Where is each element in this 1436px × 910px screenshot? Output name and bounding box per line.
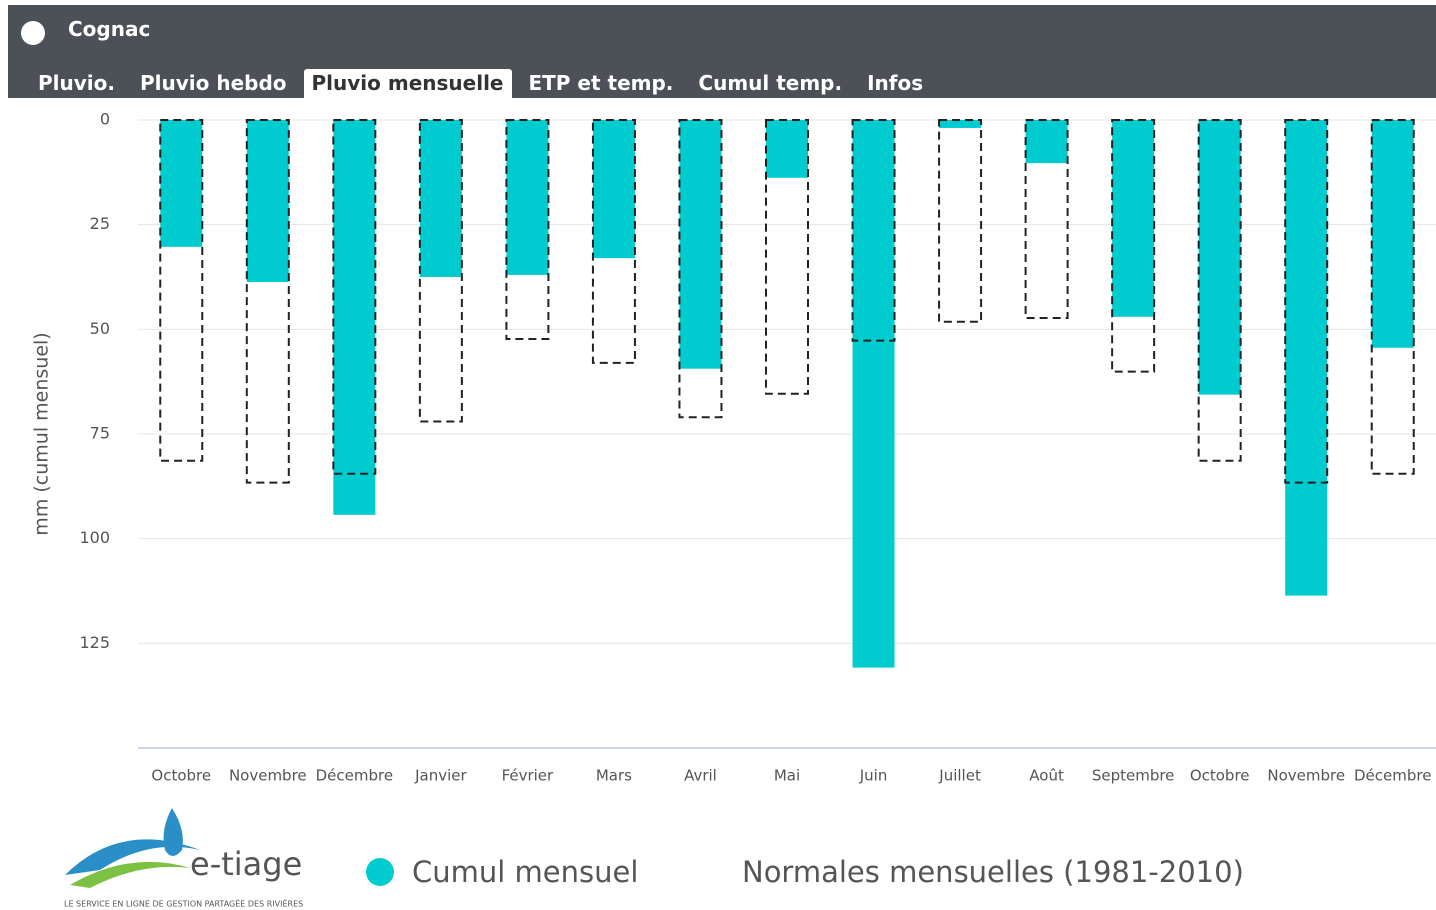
bar bbox=[851, 119, 896, 342]
logo-tagline: LE SERVICE EN LIGNE DE GESTION PARTAGÉE … bbox=[64, 898, 303, 909]
x-tick-label: Octobre bbox=[151, 767, 211, 785]
y-tick-label: 25 bbox=[90, 214, 110, 233]
bar bbox=[1285, 120, 1328, 596]
x-tick-label: Juin bbox=[859, 767, 888, 785]
tab[interactable]: Pluvio mensuelle bbox=[303, 69, 512, 99]
bar bbox=[1025, 120, 1068, 164]
bar bbox=[1284, 119, 1329, 484]
x-tick-label: Mai bbox=[774, 767, 800, 785]
y-tick-label: 125 bbox=[79, 633, 110, 652]
logo-wave bbox=[65, 839, 200, 875]
bar bbox=[246, 120, 289, 283]
bar bbox=[938, 119, 983, 323]
bar bbox=[332, 119, 377, 475]
bar bbox=[939, 120, 982, 128]
bar bbox=[333, 120, 376, 515]
bar bbox=[679, 120, 722, 369]
x-tick-label: Octobre bbox=[1190, 767, 1250, 785]
x-tick-label: Avril bbox=[684, 767, 717, 785]
bar bbox=[852, 120, 895, 668]
x-tick-label: Novembre bbox=[1267, 767, 1345, 785]
bar bbox=[678, 119, 723, 419]
bar bbox=[419, 120, 462, 277]
bar bbox=[160, 120, 203, 247]
x-tick-label: Novembre bbox=[229, 767, 307, 785]
bar bbox=[1111, 119, 1156, 373]
bar bbox=[1370, 119, 1415, 475]
bar bbox=[1112, 120, 1155, 317]
y-tick-label: 100 bbox=[79, 528, 110, 547]
bar bbox=[766, 120, 808, 178]
x-tick-label: Août bbox=[1029, 767, 1064, 785]
bar bbox=[245, 119, 290, 484]
x-tick-label: Février bbox=[502, 767, 554, 785]
bar bbox=[505, 119, 550, 340]
station-title: Cognac bbox=[68, 17, 151, 41]
tab[interactable]: Infos bbox=[867, 71, 924, 95]
tabs: Pluvio. Pluvio hebdo Pluvio mensuelle ETP e… bbox=[30, 69, 940, 99]
x-tick-label: Mars bbox=[596, 767, 632, 785]
x-tick-label: Décembre bbox=[316, 767, 393, 785]
header-bar: Cognac Pluvio. Pluvio hebdo Pluvio mensuel… bbox=[8, 5, 1436, 99]
tab[interactable]: Cumul temp. bbox=[698, 71, 843, 95]
bar bbox=[1024, 119, 1069, 320]
station-dot bbox=[21, 21, 45, 45]
legend-label: Cumul mensuel bbox=[412, 855, 638, 889]
tab[interactable]: Pluvio hebdo bbox=[139, 71, 287, 95]
bar bbox=[506, 120, 549, 275]
y-axis-label: mm (cumul mensuel) bbox=[31, 332, 53, 535]
legend-label: Normales mensuelles (1981-2010) bbox=[742, 855, 1244, 889]
logo-drop bbox=[163, 808, 183, 856]
y-tick-label: 50 bbox=[90, 319, 110, 338]
bar bbox=[1198, 120, 1241, 395]
x-tick-label: Janvier bbox=[414, 767, 467, 785]
bar bbox=[1371, 120, 1414, 348]
logo-wave bbox=[70, 861, 190, 888]
tab[interactable]: ETP et temp. bbox=[528, 71, 674, 95]
bar bbox=[591, 119, 636, 364]
logo-name: e-tiage bbox=[190, 845, 302, 883]
bar bbox=[1197, 119, 1242, 462]
y-tick-label: 75 bbox=[90, 424, 110, 443]
bar bbox=[592, 120, 635, 259]
legend-marker bbox=[366, 858, 394, 886]
x-tick-label: Septembre bbox=[1092, 767, 1175, 785]
x-tick-label: Décembre bbox=[1354, 767, 1431, 785]
bar bbox=[418, 119, 463, 423]
tab[interactable]: Pluvio. bbox=[38, 71, 115, 95]
y-tick-label: 0 bbox=[100, 110, 110, 129]
bar bbox=[765, 119, 809, 395]
x-tick-label: Juillet bbox=[938, 767, 981, 785]
bar bbox=[159, 119, 204, 462]
